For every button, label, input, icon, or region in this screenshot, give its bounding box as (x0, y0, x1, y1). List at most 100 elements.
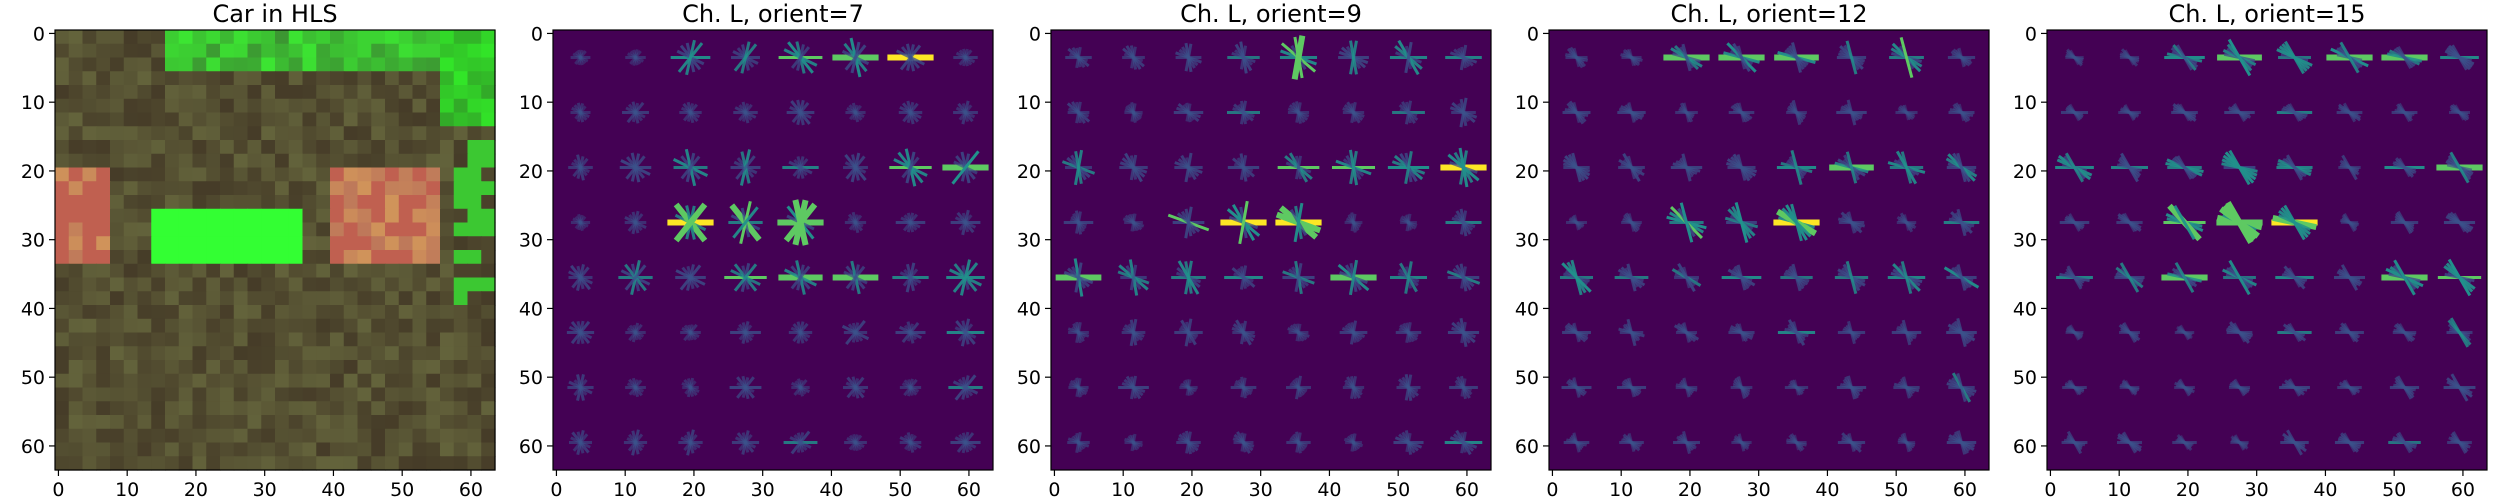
hog-gradient-stroke (1239, 320, 1248, 345)
x-tick-label: 30 (2245, 479, 2269, 500)
hog-gradient-stroke (577, 49, 584, 66)
hog-gradient-stroke (2176, 325, 2193, 340)
hog-gradient-stroke (2286, 154, 2303, 181)
hog-gradient-stroke (2342, 322, 2357, 343)
hog-gradient-stroke (577, 213, 584, 232)
hog-gradient-stroke (683, 323, 698, 342)
hog-gradient-stroke (2397, 431, 2412, 454)
hog-gradient-stroke (1572, 101, 1581, 124)
hog-gradient-stroke (1404, 41, 1413, 74)
y-tick-label: 0 (1029, 23, 1041, 45)
hog-gradient-stroke (1460, 321, 1467, 344)
hog-gradient-stroke (1294, 375, 1303, 400)
hog-gradient-stroke (2122, 431, 2137, 454)
hog-gradient-stroke (1349, 40, 1358, 75)
hog-gradient-stroke (1845, 151, 1858, 184)
hog-gradient-stroke (2343, 379, 2356, 396)
hog-gradient-stroke (848, 434, 863, 451)
x-tick-label: 40 (321, 479, 345, 500)
hog-gradient-stroke (625, 155, 646, 180)
hog-gradient-stroke (1459, 97, 1468, 128)
hog-gradient-stroke (2179, 324, 2190, 341)
hog-gradient-stroke (1902, 376, 1911, 399)
hog-gradient-stroke (2232, 322, 2247, 343)
hog-gradient-stroke (1622, 48, 1641, 67)
hog-gradient-stroke (1238, 200, 1249, 245)
y-tick-label: 0 (1527, 23, 1539, 45)
hog-gradient-stroke (1572, 47, 1581, 68)
hog-gradient-stroke (1239, 45, 1248, 70)
hog-gradient-stroke (741, 321, 750, 344)
hog-gradient-stroke (958, 49, 973, 66)
hog-gradient-stroke (1184, 152, 1193, 183)
hog-gradient-stroke (1075, 211, 1082, 234)
hog-gradient-stroke (624, 264, 647, 291)
hog-gradient-stroke (626, 101, 645, 124)
hog-gradient-stroke (686, 377, 695, 398)
y-tick-label: 50 (1017, 367, 1041, 389)
hog-gradient-stroke (1679, 202, 1694, 243)
y-tick-label: 40 (2013, 298, 2037, 320)
hog-gradient-stroke (1130, 434, 1137, 451)
hog-gradient-stroke (1733, 434, 1750, 451)
hog-gradient-stroke (2451, 44, 2468, 71)
panel-orient15: 0 10 20 30 40 50 60 0 10 20 30 40 50 60 Ch. L, orient=… (2013, 0, 2488, 500)
hog-gradient-stroke (1403, 215, 1414, 230)
hog-gradient-stroke (628, 379, 643, 396)
hog-gradient-stroke (1901, 319, 1912, 346)
hog-gradient-stroke (1295, 102, 1302, 123)
x-tick-label: 20 (682, 479, 706, 500)
hog-gradient-stroke (901, 156, 920, 179)
hog-gradient-stroke (1460, 375, 1467, 400)
hog-gradient-stroke (1349, 150, 1358, 185)
panel-title: Ch. L, orient=9 (1180, 0, 1362, 28)
hog-gradient-stroke (1627, 433, 1636, 452)
hog-gradient-stroke (2173, 204, 2196, 241)
x-tick-label: 30 (1249, 479, 1273, 500)
hog-gradient-stroke (2283, 204, 2306, 241)
x-tick-label: 20 (2176, 479, 2200, 500)
hog-gradient-stroke (790, 46, 811, 69)
x-tick-label: 50 (2382, 479, 2406, 500)
hog-gradient-stroke (954, 374, 977, 401)
hog-gradient-stroke (1185, 103, 1192, 122)
hog-gradient-stroke (1404, 261, 1413, 294)
hog-gradient-stroke (2067, 379, 2082, 396)
hog-gradient-stroke (903, 378, 918, 397)
hog-gradient-stroke (1682, 102, 1691, 123)
hog-gradient-stroke (626, 52, 645, 63)
hog-gradient-stroke (845, 265, 866, 290)
hog-gradient-stroke (1791, 99, 1802, 126)
hog-gradient-stroke (1184, 43, 1193, 72)
hog-gradient-stroke (1460, 431, 1467, 454)
hog-gradient-stroke (2123, 49, 2136, 66)
hog-gradient-stroke (1788, 383, 1805, 392)
x-tick-label: 0 (2044, 479, 2056, 500)
hog-gradient-stroke (846, 376, 865, 399)
hog-gradient-stroke (1899, 36, 1914, 79)
hog-gradient-stroke (2452, 431, 2467, 454)
hog-gradient-stroke (2341, 154, 2358, 181)
x-tick-label: 30 (1747, 479, 1771, 500)
hog-gradient-stroke (2177, 325, 2192, 340)
hog-gradient-stroke (1899, 212, 1914, 233)
hog-gradient-stroke (1734, 202, 1749, 243)
hog-gradient-stroke (1627, 377, 1636, 398)
y-tick-label: 30 (21, 230, 45, 252)
hog-gradient-stroke (1405, 213, 1412, 232)
hog-gradient-stroke (1625, 48, 1638, 67)
x-tick-label: 40 (2313, 479, 2337, 500)
hog-gradient-stroke (848, 214, 863, 231)
y-tick-label: 60 (1515, 436, 1539, 458)
hog-gradient-stroke (2122, 321, 2137, 344)
y-tick-label: 60 (1017, 436, 1041, 458)
hog-gradient-stroke (2342, 432, 2357, 453)
car-hls-image (55, 30, 496, 471)
y-tick-label: 0 (2025, 23, 2037, 45)
hog-gradient-stroke (1682, 377, 1691, 398)
hog-gradient-stroke (844, 44, 867, 71)
hog-gradient-stroke (2449, 151, 2470, 184)
hog-gradient-stroke (2450, 373, 2469, 402)
y-tick-label: 50 (21, 367, 45, 389)
hog-gradient-stroke (570, 320, 591, 345)
